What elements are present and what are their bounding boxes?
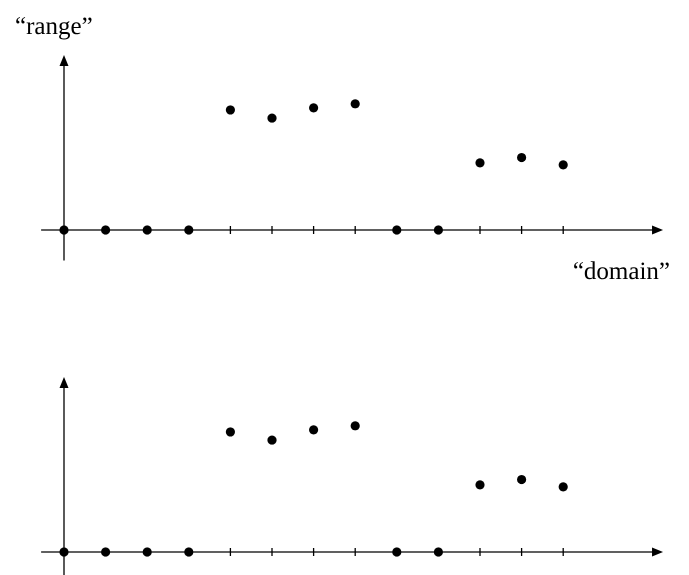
data-point xyxy=(309,425,319,435)
data-point xyxy=(142,225,152,235)
data-point xyxy=(350,421,360,431)
y-axis-arrowhead xyxy=(59,376,69,388)
data-point xyxy=(267,113,277,123)
data-point xyxy=(517,474,527,485)
data-point xyxy=(558,482,568,492)
data-point xyxy=(267,435,277,445)
data-point xyxy=(475,158,485,168)
data-point xyxy=(517,152,527,163)
data-point xyxy=(101,547,111,557)
x-axis-label: “domain” xyxy=(573,258,670,285)
y-axis-arrowhead xyxy=(59,54,69,66)
data-point xyxy=(59,547,69,557)
data-point xyxy=(433,225,443,235)
data-point xyxy=(184,225,194,235)
data-point xyxy=(475,480,485,490)
x-axis-arrowhead xyxy=(652,225,664,235)
data-point xyxy=(350,99,360,109)
data-point xyxy=(309,103,319,113)
data-point xyxy=(59,225,69,235)
x-axis-arrowhead xyxy=(652,547,664,557)
data-point xyxy=(225,427,235,437)
data-point xyxy=(392,225,402,235)
data-point xyxy=(101,225,111,235)
data-point xyxy=(433,547,443,557)
data-point xyxy=(558,160,568,170)
data-point xyxy=(184,547,194,557)
data-point xyxy=(225,105,235,115)
y-axis-label: “range” xyxy=(15,13,93,40)
chart-top: “range” “domain” xyxy=(15,13,670,285)
chart-bottom xyxy=(41,376,664,575)
data-point xyxy=(392,547,402,557)
data-point xyxy=(142,547,152,557)
